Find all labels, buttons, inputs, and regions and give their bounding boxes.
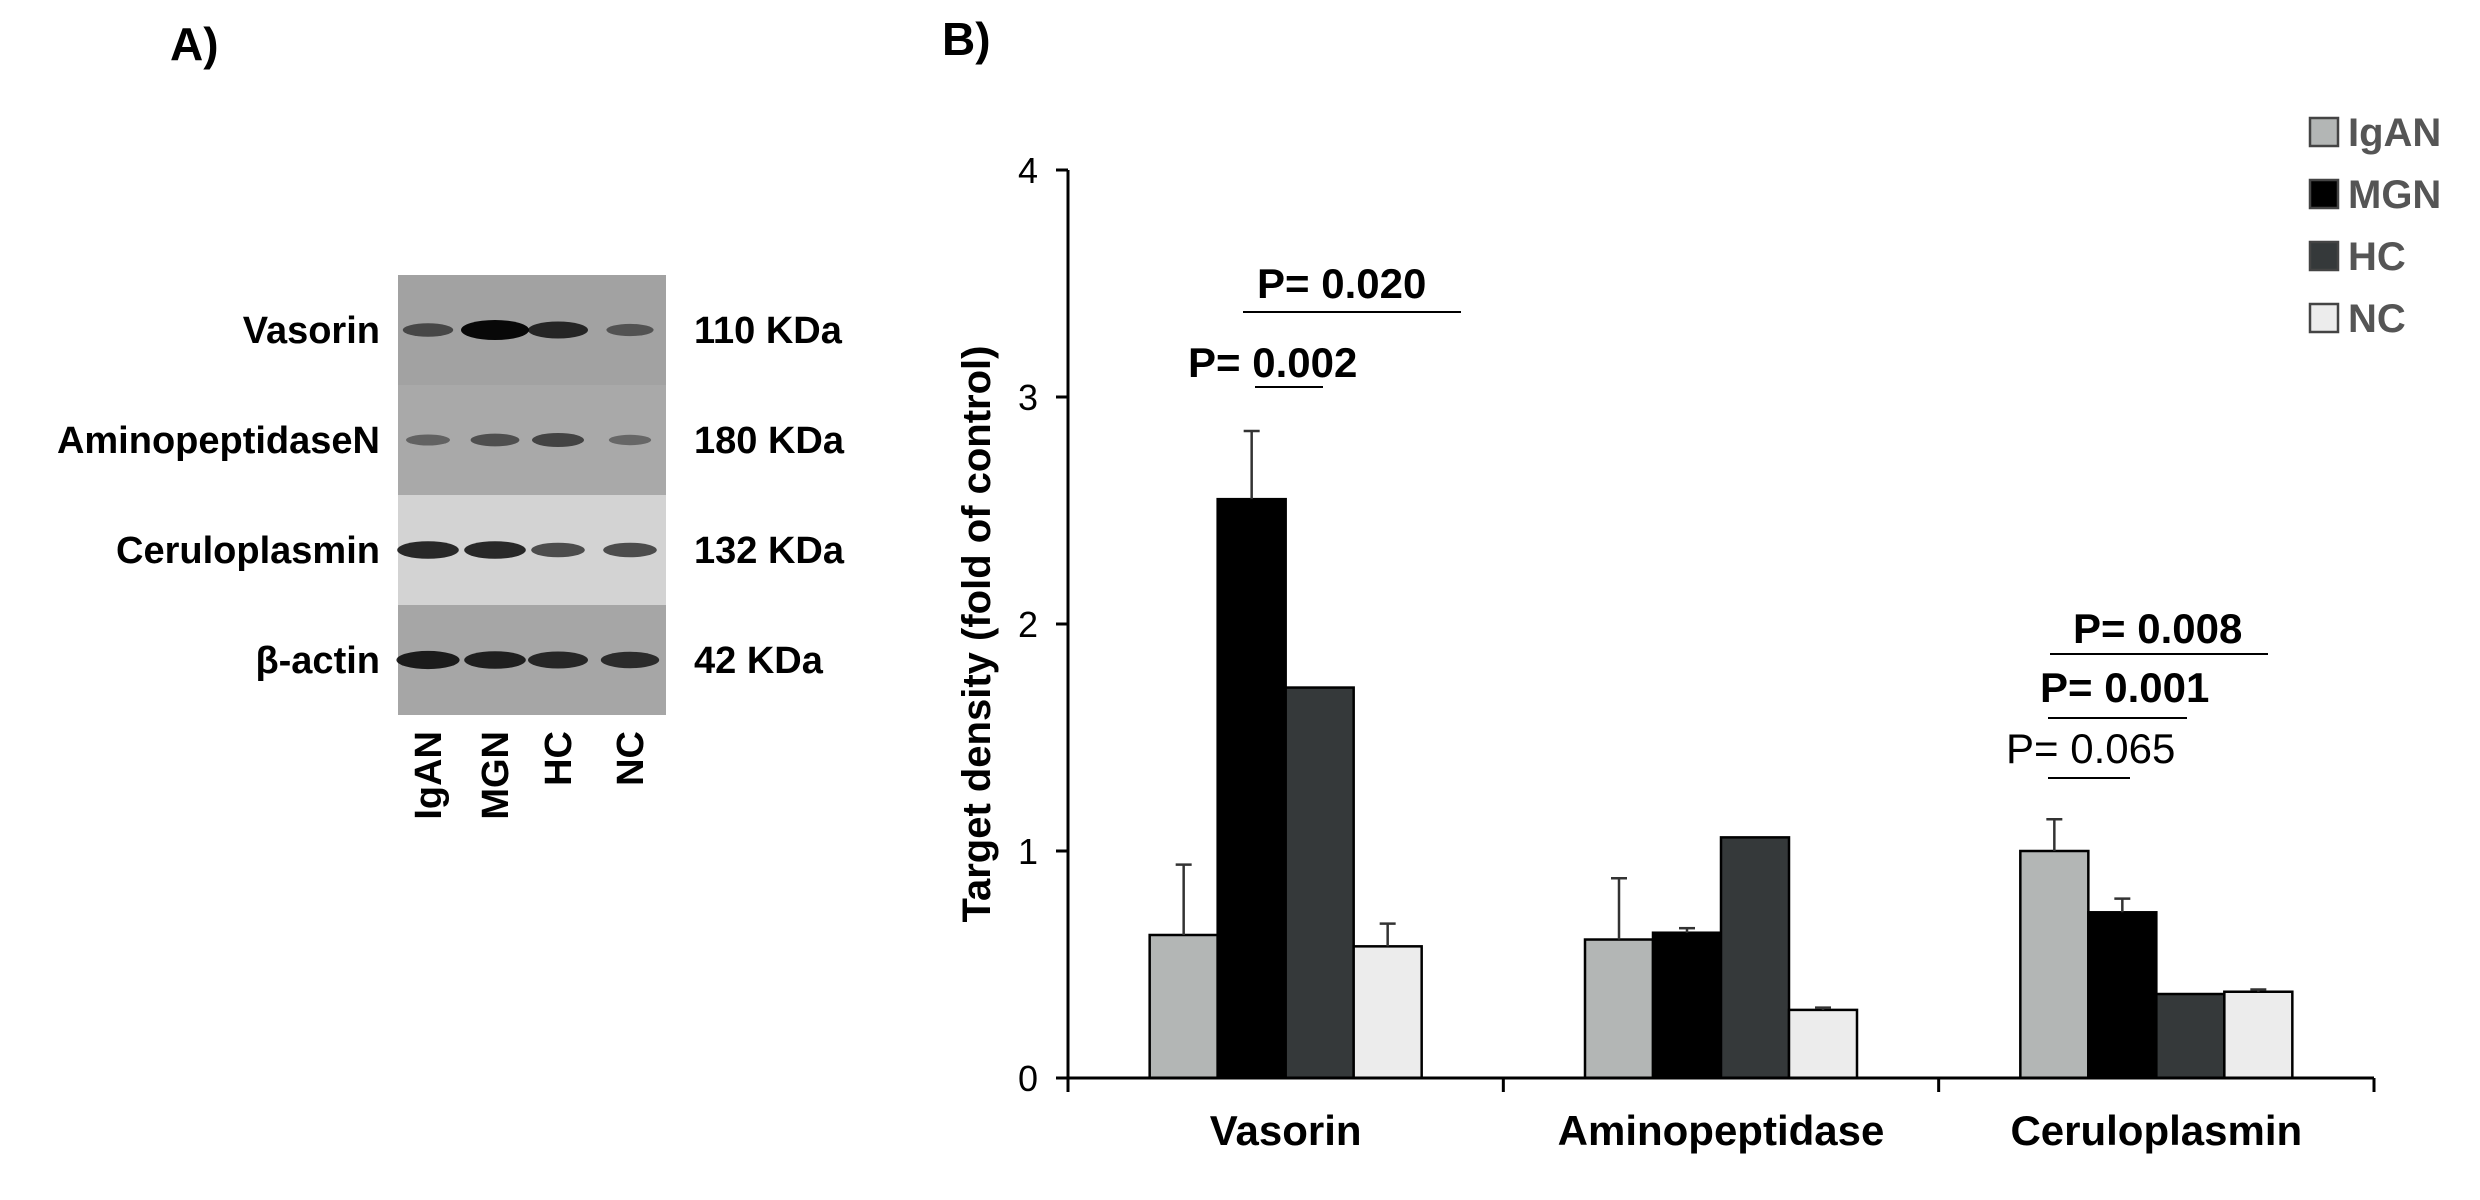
- bar-hc: [1719, 836, 1791, 1080]
- bar-nc: [2223, 990, 2294, 1080]
- legend-label: NC: [2348, 297, 2406, 341]
- legend-label: IgAN: [2348, 111, 2441, 155]
- p-value-label: P= 0.020: [1257, 260, 1426, 307]
- blot-band: [532, 433, 584, 447]
- blot-band: [461, 320, 529, 340]
- blot-band: [531, 542, 585, 558]
- blot-row-kda: 180 KDa: [694, 420, 845, 462]
- blot-row-name: Ceruloplasmin: [116, 530, 380, 572]
- y-tick-label: 0: [1018, 1058, 1038, 1099]
- blot-band: [528, 651, 588, 669]
- bar-hc: [1284, 686, 1355, 1080]
- bar-nc: [1352, 945, 1423, 1080]
- blot-band: [608, 434, 652, 446]
- x-category-label: Aminopeptidase: [1558, 1107, 1885, 1154]
- bar-mgn: [1651, 931, 1723, 1080]
- p-value-label: P= 0.008: [2073, 605, 2242, 652]
- bar-igan: [1583, 938, 1655, 1080]
- panel-b-label: B): [942, 13, 991, 65]
- p-value-label: P= 0.065: [2006, 725, 2175, 772]
- blot-lane-label: NC: [610, 731, 652, 786]
- legend-swatch: [2308, 116, 2340, 148]
- blot-band: [402, 323, 454, 337]
- panel-a-label: A): [170, 18, 219, 70]
- blot-row-kda: 132 KDa: [694, 530, 845, 572]
- legend-swatch: [2308, 240, 2340, 272]
- blot-lane-label: IgAN: [408, 731, 450, 820]
- blot-band: [603, 542, 657, 558]
- bar-igan: [2019, 849, 2090, 1080]
- p-value-label: P= 0.001: [2040, 664, 2209, 711]
- blot-lane-label: MGN: [475, 731, 517, 820]
- legend-label: HC: [2348, 235, 2406, 279]
- bar-nc: [1787, 1008, 1859, 1080]
- western-blot: Vasorin 110 KDa AminopeptidaseN 180 KDa Ceru…: [57, 275, 845, 820]
- y-tick-label: 4: [1018, 150, 1038, 191]
- bar-chart: P= 0.020 P= 0.002 P= 0.008 P= 0.001 P= 0.065…: [955, 111, 2441, 1154]
- y-tick-label: 3: [1018, 377, 1038, 418]
- blot-row-name: Vasorin: [243, 310, 380, 352]
- bar-igan: [1148, 933, 1219, 1080]
- y-axis-title: Target density (fold of control): [955, 345, 999, 922]
- blot-band: [396, 650, 460, 670]
- blot-band: [464, 651, 526, 669]
- blot-row-name: AminopeptidaseN: [57, 420, 380, 462]
- blot-band: [464, 541, 526, 559]
- bar-hc: [2155, 992, 2226, 1080]
- y-tick-label: 1: [1018, 831, 1038, 872]
- legend-label: MGN: [2348, 173, 2441, 217]
- blot-row-kda: 110 KDa: [694, 310, 843, 352]
- blot-row-name: β-actin: [255, 640, 380, 682]
- blot-band: [470, 433, 520, 447]
- blot-band: [606, 323, 654, 337]
- blot-band: [528, 321, 588, 339]
- blot-band: [406, 434, 450, 446]
- blot-band: [600, 651, 660, 669]
- y-tick-label: 2: [1018, 604, 1038, 645]
- bar-mgn: [2087, 911, 2158, 1080]
- legend-swatch: [2308, 178, 2340, 210]
- x-category-label: Ceruloplasmin: [2010, 1107, 2302, 1154]
- blot-band: [397, 541, 459, 559]
- p-value-label: P= 0.002: [1188, 339, 1357, 386]
- blot-row-kda: 42 KDa: [694, 640, 824, 682]
- bar-mgn: [1216, 497, 1287, 1080]
- x-category-label: Vasorin: [1210, 1107, 1362, 1154]
- blot-lane-label: HC: [538, 731, 580, 786]
- legend-swatch: [2308, 302, 2340, 334]
